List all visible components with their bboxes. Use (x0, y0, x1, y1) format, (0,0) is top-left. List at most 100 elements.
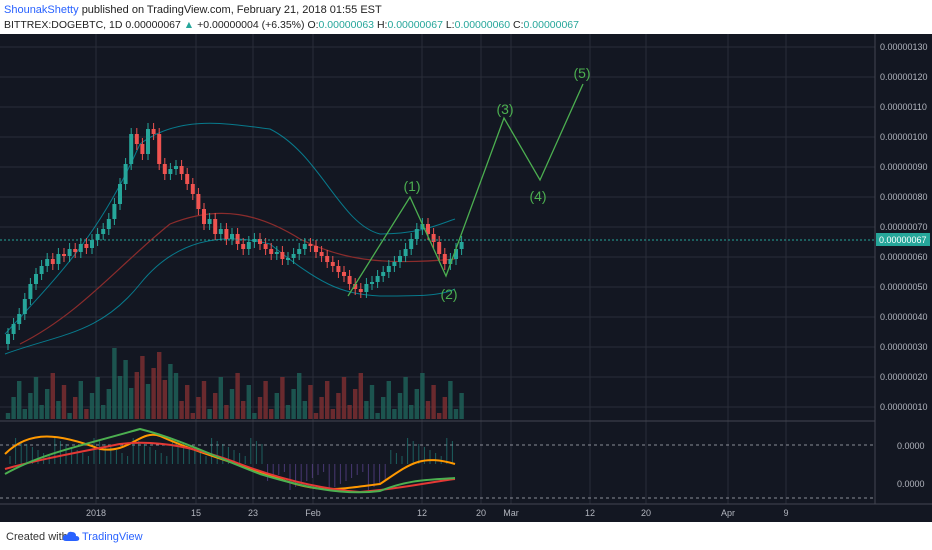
volume-bar (168, 364, 173, 419)
volume-bar (420, 373, 425, 419)
candle-body (224, 229, 229, 239)
volume-bar (67, 413, 72, 419)
candle-body (45, 259, 50, 266)
candle-body (280, 252, 285, 259)
volume-bar (330, 409, 335, 419)
wave-label-1: (1) (403, 178, 420, 194)
low-label: L: (445, 19, 455, 31)
price-chart[interactable]: (1) (2) (3) (4) (5) 0.00000130 0.00000120… (0, 34, 932, 522)
candle-body (174, 166, 178, 169)
volume-bar (381, 397, 386, 419)
candle-body (95, 234, 100, 240)
volume-bar (448, 381, 453, 419)
time-axis-label: 9 (783, 508, 788, 518)
time-axis-label: 12 (585, 508, 595, 518)
volume-bar (129, 388, 134, 419)
candle-body (392, 262, 397, 266)
volume-bar (179, 401, 184, 419)
low-value: 0.00000060 (454, 19, 511, 31)
volume-bar (252, 413, 257, 419)
wave-label-2: (2) (440, 286, 457, 302)
volume-bar (302, 401, 307, 419)
time-axis[interactable]: 2018 15 23 Feb 12 20 Mar 12 20 Apr 9 (86, 508, 789, 518)
moving-average (19, 212, 456, 345)
volume-bar (157, 352, 162, 419)
candle-body (196, 194, 201, 209)
candle-body (375, 276, 380, 282)
high-value: 0.00000067 (387, 19, 443, 31)
candle-body (202, 209, 206, 224)
candle-body (134, 134, 139, 144)
volume-bar (257, 397, 263, 419)
candle-body (448, 259, 453, 264)
volume-bar (101, 405, 106, 419)
candle-body (263, 244, 268, 249)
time-axis-label: Apr (721, 508, 735, 518)
volume-bar (201, 381, 207, 419)
volume-bar (61, 385, 67, 419)
volume-bar (56, 401, 61, 419)
candle-body (162, 164, 167, 174)
candle-body (50, 259, 55, 264)
volume-bar (336, 393, 341, 419)
time-axis-label: 15 (191, 508, 201, 518)
candle-body (330, 262, 335, 266)
time-axis-label: 12 (417, 508, 427, 518)
candle-body (426, 224, 430, 234)
candle-body (17, 314, 22, 324)
volume-bar (218, 377, 223, 419)
candle-body (370, 282, 374, 284)
candle-body (123, 164, 128, 184)
price-axis[interactable]: 0.00000130 0.00000120 0.00000110 0.00000100… (880, 42, 928, 412)
candle-body (62, 254, 66, 256)
price-axis-label: 0.00000090 (880, 162, 928, 172)
candle-body (252, 239, 257, 242)
tradingview-brand-link[interactable]: TradingView (82, 531, 143, 543)
volume-bar (453, 409, 459, 419)
created-with-text: Created with (6, 531, 68, 543)
candle-body (454, 249, 458, 259)
volume-bar (106, 389, 111, 419)
price-axis-label: 0.00000100 (880, 132, 928, 142)
candle-body (129, 134, 134, 164)
candle-body (342, 272, 346, 276)
volume-bar (190, 413, 195, 419)
wave-label-5: (5) (573, 65, 590, 81)
volume-bar (134, 372, 139, 419)
price-axis-label: 0.00000070 (880, 222, 928, 232)
volume-bar (269, 409, 274, 419)
candle-body (431, 234, 436, 242)
time-axis-label: 23 (248, 508, 258, 518)
last-price: 0.00000067 (125, 19, 181, 31)
candle-body (28, 284, 33, 299)
wave-label-3: (3) (496, 101, 513, 117)
open-label: O: (307, 19, 319, 31)
wave-label-4: (4) (529, 188, 546, 204)
volume-bar (140, 356, 145, 419)
volume-bar (123, 360, 128, 419)
candle-body (140, 144, 145, 154)
candle-body (73, 249, 78, 252)
volume-bar (386, 381, 391, 419)
volume-bar (313, 413, 319, 419)
volume-bar (375, 413, 380, 419)
elliott-wave-path[interactable] (347, 83, 584, 297)
volume-bar (459, 393, 464, 419)
author-link[interactable]: ShounakShetty (4, 4, 79, 16)
price-change: +0.00000004 (+6.35%) (197, 19, 305, 31)
candle-body (11, 324, 16, 334)
volume-bar (291, 389, 296, 419)
volume-bar (89, 393, 95, 419)
volume-bar (151, 368, 156, 419)
price-axis-label: 0.00000010 (880, 402, 928, 412)
candle-body (56, 254, 61, 264)
volume-bar (207, 409, 212, 419)
price-axis-label: 0.00000030 (880, 342, 928, 352)
price-tag-text: 0.00000067 (879, 235, 927, 245)
price-axis-label: 0.00000110 (880, 102, 927, 112)
symbol-name[interactable]: BITTREX:DOGEBTC, 1D (4, 19, 123, 31)
candle-body (78, 244, 83, 252)
candle-body (308, 244, 313, 246)
volume-bar (353, 389, 358, 419)
candle-body (84, 244, 89, 248)
